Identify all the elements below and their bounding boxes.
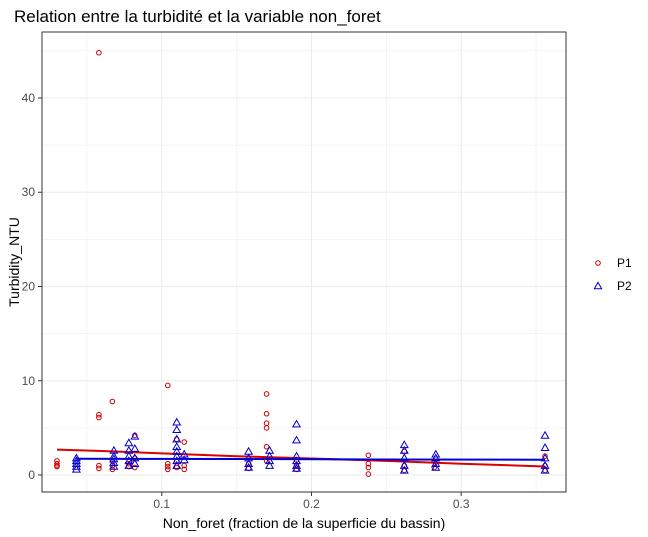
legend-key-p1 — [595, 260, 601, 266]
point-p2 — [291, 419, 302, 428]
plot-panel-border — [41, 31, 567, 493]
point-p1 — [96, 49, 102, 56]
point-p1 — [365, 471, 372, 477]
point-p2 — [172, 417, 182, 426]
legend: P1 P2 — [593, 256, 632, 293]
point-p2 — [71, 464, 81, 473]
point-p2 — [109, 461, 119, 470]
legend-key-p2 — [593, 281, 603, 290]
point-p2 — [291, 456, 302, 465]
point-p2 — [540, 460, 550, 469]
point-p2 — [399, 445, 409, 454]
y-tick-label: 10 — [22, 374, 36, 388]
point-p2 — [172, 446, 182, 455]
point-p2 — [291, 463, 302, 472]
y-axis-title: Turbidity_NTU — [6, 217, 22, 307]
point-p1 — [263, 425, 270, 431]
point-p2 — [291, 451, 302, 460]
point-p1 — [181, 439, 188, 445]
point-p2 — [431, 462, 441, 471]
x-axis-title: Non_foret (fraction de la superficie du … — [163, 515, 445, 531]
point-p2 — [540, 443, 550, 451]
trend-line-p1 — [56, 448, 546, 468]
x-tick-label: 0.2 — [303, 497, 320, 511]
axis-ticks: 0.1 0.2 0.3 0 10 20 30 40 — [22, 91, 470, 511]
point-p2 — [124, 456, 134, 465]
point-p1 — [164, 382, 171, 389]
data-points — [54, 49, 550, 477]
point-p1 — [181, 462, 188, 469]
point-p1 — [173, 464, 180, 471]
point-p2 — [172, 456, 182, 465]
x-tick-label: 0.1 — [153, 497, 170, 511]
point-p1 — [365, 460, 372, 467]
chart-title: Relation entre la turbidité et la variab… — [14, 7, 381, 26]
point-p2 — [130, 459, 140, 467]
point-p2 — [71, 461, 81, 470]
y-tick-label: 40 — [22, 91, 36, 105]
point-p1 — [263, 410, 270, 417]
point-p2 — [124, 460, 134, 469]
point-p2 — [291, 435, 302, 444]
trend-line-p2 — [76, 457, 546, 461]
point-p2 — [431, 449, 441, 458]
point-p2 — [291, 460, 302, 469]
point-p2 — [540, 465, 550, 474]
y-tick-label: 30 — [22, 185, 36, 199]
point-p2 — [124, 451, 134, 460]
point-p1 — [96, 414, 102, 421]
point-p1 — [109, 398, 116, 405]
legend-label-p1: P1 — [617, 256, 632, 270]
point-p1 — [181, 466, 188, 473]
point-p1 — [96, 462, 102, 469]
point-p2 — [244, 446, 254, 455]
point-p2 — [244, 459, 254, 467]
point-p1 — [263, 391, 270, 397]
x-tick-label: 0.3 — [453, 497, 470, 511]
point-p2 — [109, 454, 119, 463]
point-p1 — [263, 443, 270, 450]
point-p1 — [132, 464, 138, 471]
point-p2 — [399, 465, 409, 474]
point-p1 — [54, 460, 60, 467]
point-p2 — [179, 455, 189, 464]
point-p1 — [96, 411, 102, 418]
point-p2 — [431, 459, 441, 467]
point-p1 — [54, 463, 60, 470]
point-p2 — [265, 456, 275, 465]
point-p2 — [265, 451, 275, 460]
point-p2 — [130, 431, 140, 440]
point-p2 — [172, 442, 182, 451]
point-p2 — [540, 430, 550, 439]
point-p2 — [109, 458, 119, 467]
point-p1 — [365, 464, 372, 471]
point-p2 — [172, 460, 182, 469]
point-p1 — [365, 452, 372, 459]
point-p2 — [399, 453, 409, 462]
point-p1 — [263, 420, 270, 426]
point-p2 — [399, 460, 409, 469]
point-p2 — [172, 425, 182, 434]
grid-lines — [42, 32, 566, 492]
point-p2 — [130, 443, 140, 452]
point-p2 — [540, 453, 550, 462]
y-tick-label: 0 — [28, 468, 35, 482]
point-p1 — [164, 460, 171, 467]
y-tick-label: 20 — [22, 280, 36, 294]
point-p2 — [244, 462, 254, 471]
point-p1 — [96, 465, 102, 472]
point-p2 — [172, 434, 182, 443]
trend-lines — [56, 448, 546, 468]
point-p1 — [164, 463, 171, 470]
point-p1 — [164, 466, 171, 473]
legend-label-p2: P2 — [617, 279, 632, 293]
point-p2 — [172, 451, 182, 460]
point-p2 — [124, 438, 134, 447]
point-p2 — [265, 460, 275, 469]
